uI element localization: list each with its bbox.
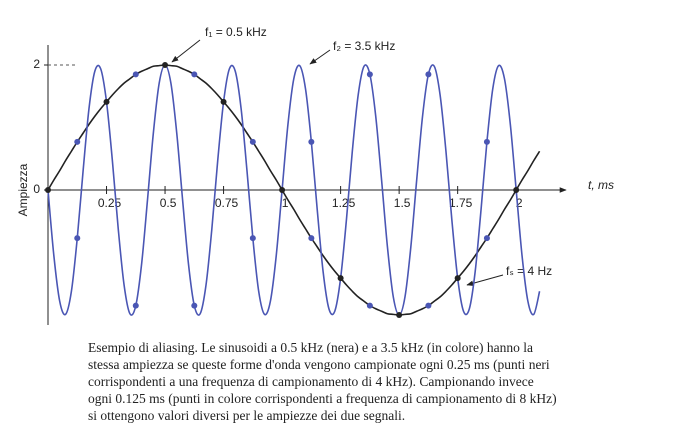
sample-point	[132, 71, 139, 78]
annotation: f₁ = 0.5 kHz	[205, 25, 267, 39]
sample-point	[74, 235, 81, 242]
sample-point	[279, 187, 286, 193]
annotation: f₂ = 3.5 kHz	[333, 39, 395, 53]
sample-point	[366, 302, 373, 309]
annotation: fₛ = 4 Hz	[506, 264, 552, 278]
sample-point	[366, 71, 373, 78]
caption-line: si ottengono valori diversi per le ampie…	[88, 408, 405, 423]
sample-point	[249, 235, 256, 242]
sample-point	[132, 302, 139, 309]
sample-point	[396, 312, 403, 318]
x-tick-label: 0.75	[215, 196, 239, 210]
x-tick-label: 1.75	[449, 196, 473, 210]
sample-point	[249, 138, 256, 145]
sample-point	[483, 138, 490, 145]
y-tick-label: 2	[33, 57, 40, 71]
x-tick-label: 1.25	[332, 196, 356, 210]
annotation-arrow	[309, 49, 331, 65]
sample-point	[308, 235, 315, 242]
caption: Esempio di aliasing. Le sinusoidi a 0.5 …	[88, 340, 557, 423]
sample-point	[483, 235, 490, 242]
y-axis-label: Ampiezza	[16, 163, 30, 216]
sample-point	[425, 71, 432, 78]
x-tick-label: 0.5	[160, 196, 177, 210]
sample-point	[162, 62, 169, 68]
sample-point	[191, 71, 198, 78]
y-tick-label: 0	[33, 182, 40, 196]
annotation-arrow	[171, 39, 201, 63]
sample-point	[308, 138, 315, 145]
x-tick-label: 0.25	[98, 196, 122, 210]
sample-point	[513, 187, 520, 193]
sample-point	[191, 302, 198, 309]
caption-line: stessa ampiezza se queste forme d'onda v…	[88, 357, 550, 372]
sample-point	[454, 275, 461, 282]
annotation-arrow	[466, 274, 504, 287]
sample-point	[45, 187, 51, 193]
sample-point	[220, 98, 227, 105]
x-tick-label: 1	[282, 196, 289, 210]
caption-line: Esempio di aliasing. Le sinusoidi a 0.5 …	[88, 340, 533, 355]
caption-line: ogni 0.125 ms (punti in colore corrispon…	[88, 391, 557, 406]
sample-point	[337, 275, 344, 282]
sample-point	[103, 98, 110, 105]
x-axis-label: t, ms	[588, 178, 614, 192]
x-tick-label: 2	[516, 196, 523, 210]
caption-line: corrispondenti a una frequenza di campio…	[88, 374, 534, 389]
x-tick-label: 1.5	[394, 196, 411, 210]
sample-point	[74, 138, 81, 145]
sample-point	[425, 302, 432, 309]
